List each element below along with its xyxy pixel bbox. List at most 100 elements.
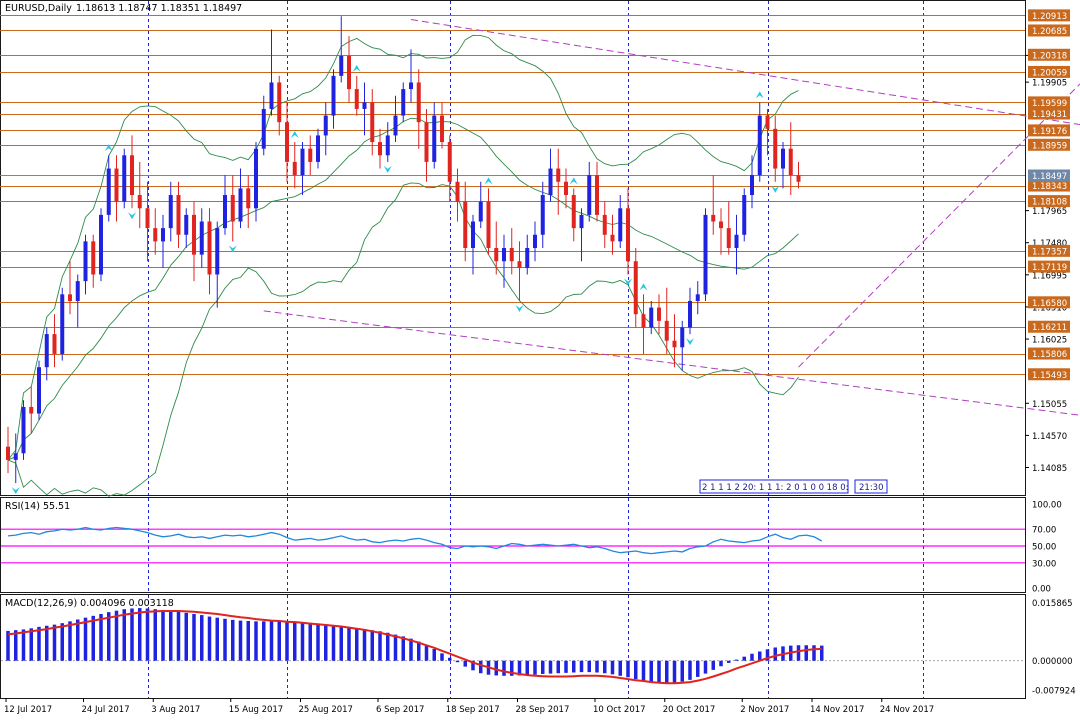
candle-body — [494, 248, 498, 261]
candle-body — [541, 195, 545, 235]
macd-histogram-bar — [138, 608, 142, 661]
candle-body — [742, 195, 746, 235]
macd-histogram-bar — [107, 612, 111, 661]
macd-histogram-bar — [712, 661, 716, 670]
candle-body — [657, 308, 661, 321]
date-axis-label: 2 Nov 2017 — [740, 705, 789, 715]
macd-histogram-bar — [812, 645, 816, 660]
macd-histogram-bar — [456, 661, 460, 662]
macd-histogram-bar — [22, 629, 26, 660]
macd-axis-label: 0.015865 — [1032, 599, 1073, 609]
macd-histogram-bar — [254, 621, 258, 660]
macd-histogram-bar — [363, 629, 367, 661]
date-axis-label: 24 Nov 2017 — [880, 705, 934, 715]
macd-histogram-bar — [526, 661, 530, 675]
macd-histogram-bar — [61, 623, 65, 661]
price-axis-label: 1.15055 — [1032, 400, 1067, 410]
macd-histogram-bar — [595, 661, 599, 673]
macd-histogram-bar — [30, 628, 34, 660]
candle-body — [355, 89, 359, 109]
macd-histogram-bar — [642, 661, 646, 681]
candle-body — [665, 321, 669, 341]
macd-histogram-bar — [45, 626, 49, 661]
macd-histogram-bar — [557, 661, 561, 674]
macd-histogram-bar — [464, 661, 468, 667]
macd-histogram-bar — [533, 661, 537, 675]
candle-body — [285, 122, 289, 162]
candle-body — [14, 453, 18, 460]
level-tag-label: 1.17119 — [1032, 263, 1067, 273]
rsi-axis-label: 30.00 — [1032, 559, 1056, 569]
macd-histogram-bar — [673, 661, 677, 683]
candle-body — [719, 222, 723, 229]
chart-header-symbol: EURUSD,Daily — [5, 3, 72, 14]
candle-body — [332, 76, 336, 116]
candle-body — [208, 222, 212, 275]
candle-body — [704, 215, 708, 294]
level-tag-label: 1.20913 — [1032, 12, 1067, 22]
macd-histogram-bar — [611, 661, 615, 675]
date-axis-label: 15 Aug 2017 — [229, 705, 283, 715]
candle-body — [301, 149, 305, 175]
level-tag-label: 1.19599 — [1032, 99, 1067, 109]
candle-body — [192, 215, 196, 255]
macd-histogram-bar — [223, 619, 227, 661]
candle-body — [549, 169, 553, 195]
candle-body — [735, 235, 739, 248]
level-tag-label: 1.20318 — [1032, 51, 1067, 61]
macd-histogram-bar — [657, 661, 661, 683]
level-tag-label: 1.16580 — [1032, 299, 1067, 309]
candle-body — [347, 56, 351, 89]
candle-body — [587, 175, 591, 215]
candle-body — [246, 188, 250, 208]
candle-body — [324, 116, 328, 136]
candle-body — [215, 228, 219, 274]
macd-histogram-bar — [619, 661, 623, 676]
macd-histogram-bar — [84, 618, 88, 661]
macd-histogram-bar — [688, 661, 692, 680]
macd-histogram-bar — [285, 621, 289, 661]
macd-histogram-bar — [146, 608, 150, 660]
candle-body — [781, 149, 785, 169]
candle-body — [502, 248, 506, 261]
candle-body — [394, 116, 398, 136]
date-axis-label: 3 Aug 2017 — [151, 705, 200, 715]
macd-histogram-bar — [185, 613, 189, 661]
macd-histogram-bar — [316, 624, 320, 661]
macd-histogram-bar — [332, 625, 336, 661]
macd-histogram-bar — [797, 645, 801, 660]
candle-body — [440, 116, 444, 142]
candle-body — [417, 82, 421, 122]
macd-histogram-bar — [177, 612, 181, 661]
candle-body — [603, 215, 607, 235]
macd-histogram-bar — [92, 616, 96, 661]
candle-body — [642, 314, 646, 327]
macd-histogram-bar — [324, 624, 328, 660]
macd-histogram-bar — [386, 633, 390, 661]
macd-histogram-bar — [743, 657, 747, 661]
date-axis-label: 28 Sep 2017 — [516, 705, 570, 715]
macd-histogram-bar — [433, 649, 437, 661]
candle-body — [456, 182, 460, 202]
time-scroller-text: 2 1 1 1 2 20: 1 1 1: 2 0 1 0 0 18 0: — [702, 483, 848, 493]
candle-body — [556, 169, 560, 182]
level-tag-label: 1.15806 — [1032, 350, 1067, 360]
macd-histogram-bar — [239, 621, 243, 661]
macd-histogram-bar — [394, 635, 398, 661]
level-tag-label: 1.15493 — [1032, 371, 1067, 381]
candle-body — [580, 215, 584, 228]
macd-histogram-bar — [750, 654, 754, 661]
date-axis-label: 6 Sep 2017 — [376, 705, 424, 715]
macd-histogram-bar — [774, 647, 778, 660]
candle-body — [130, 155, 134, 195]
candle-body — [766, 116, 770, 129]
candle-body — [153, 228, 157, 241]
level-tag-label: 1.20685 — [1032, 27, 1067, 37]
candle-body — [409, 82, 413, 89]
price-axis-label: 1.17965 — [1032, 207, 1067, 217]
candle-body — [711, 215, 715, 222]
candle-body — [611, 235, 615, 242]
macd-histogram-bar — [735, 660, 739, 661]
macd-histogram-bar — [425, 645, 429, 661]
candle-body — [510, 248, 514, 261]
